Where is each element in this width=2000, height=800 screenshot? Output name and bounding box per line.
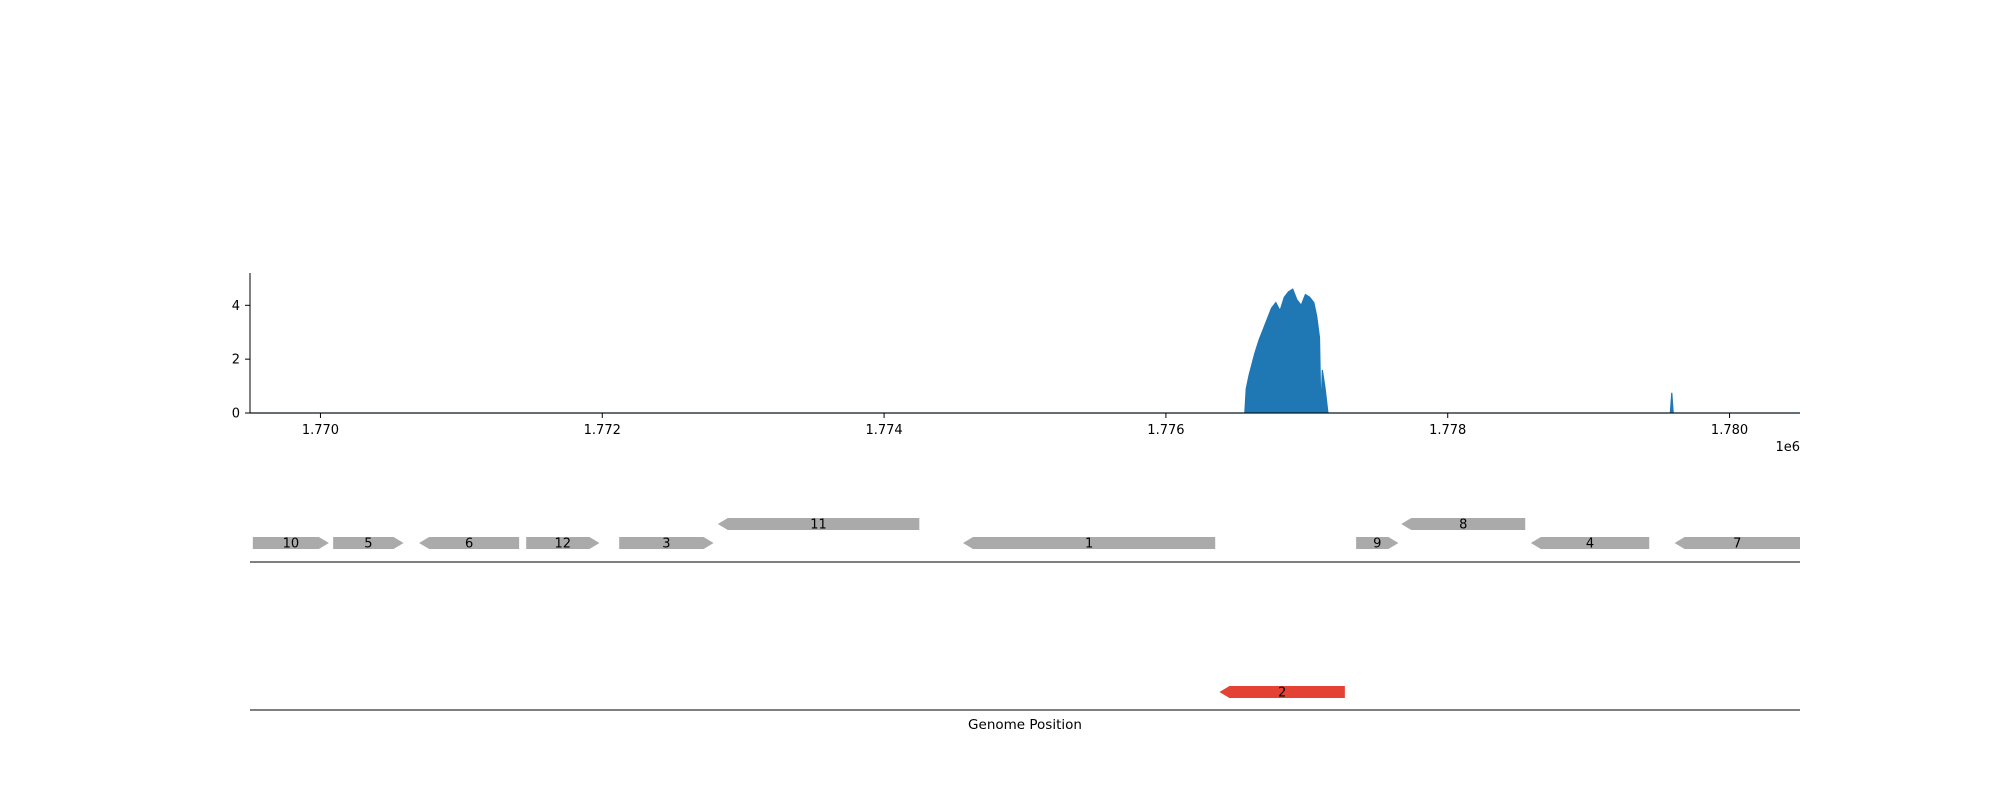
gene-arrow-3 [619, 537, 714, 549]
gene-label-6: 6 [465, 537, 473, 552]
x-tick-label: 1.770 [302, 423, 339, 438]
gene-label-8: 8 [1459, 518, 1467, 533]
coverage-panel: 1.770 1.772 1.774 1.776 1.778 1.780 0 2 4 1e6 [232, 273, 1800, 455]
coverage-area [250, 288, 1800, 414]
gene-label-9: 9 [1373, 537, 1381, 552]
gene-arrow-8 [1401, 518, 1526, 530]
gene-arrow-12 [526, 537, 600, 549]
gene-arrow-2 [1219, 686, 1345, 698]
y-axis-ticks: 0 2 4 [232, 299, 250, 422]
y-tick-label: 2 [232, 353, 240, 368]
gene-arrow-7 [1674, 537, 1800, 549]
gene-label-3: 3 [662, 537, 670, 552]
gene-label-7: 7 [1733, 537, 1741, 552]
gene-label-2: 2 [1278, 686, 1286, 701]
x-tick-label: 1.774 [865, 423, 902, 438]
gene-arrow-5 [333, 537, 404, 549]
x-axis-label: Genome Position [968, 717, 1082, 733]
x-axis-ticks: 1.770 1.772 1.774 1.776 1.778 1.780 [302, 413, 1748, 438]
x-tick-label: 1.778 [1429, 423, 1466, 438]
gene-label-4: 4 [1586, 537, 1594, 552]
gene-arrow-4 [1530, 537, 1650, 549]
gene-label-11: 11 [810, 518, 827, 533]
gene-label-12: 12 [555, 537, 572, 552]
gene-arrow-10 [252, 537, 329, 549]
gene-label-10: 10 [283, 537, 300, 552]
gene-label-5: 5 [364, 537, 372, 552]
axis-offset-label: 1e6 [1775, 440, 1800, 455]
gene-label-1: 1 [1085, 537, 1093, 552]
y-tick-label: 0 [232, 407, 240, 422]
y-tick-label: 4 [232, 299, 240, 314]
gene-arrow-1 [963, 537, 1216, 549]
gene-track-2: 2 [250, 686, 1800, 711]
x-tick-label: 1.780 [1711, 423, 1748, 438]
x-tick-label: 1.772 [584, 423, 621, 438]
gene-arrow-11 [717, 518, 920, 530]
gene-arrow-9 [1356, 537, 1399, 549]
gene-arrow-6 [419, 537, 520, 549]
x-tick-label: 1.776 [1147, 423, 1184, 438]
